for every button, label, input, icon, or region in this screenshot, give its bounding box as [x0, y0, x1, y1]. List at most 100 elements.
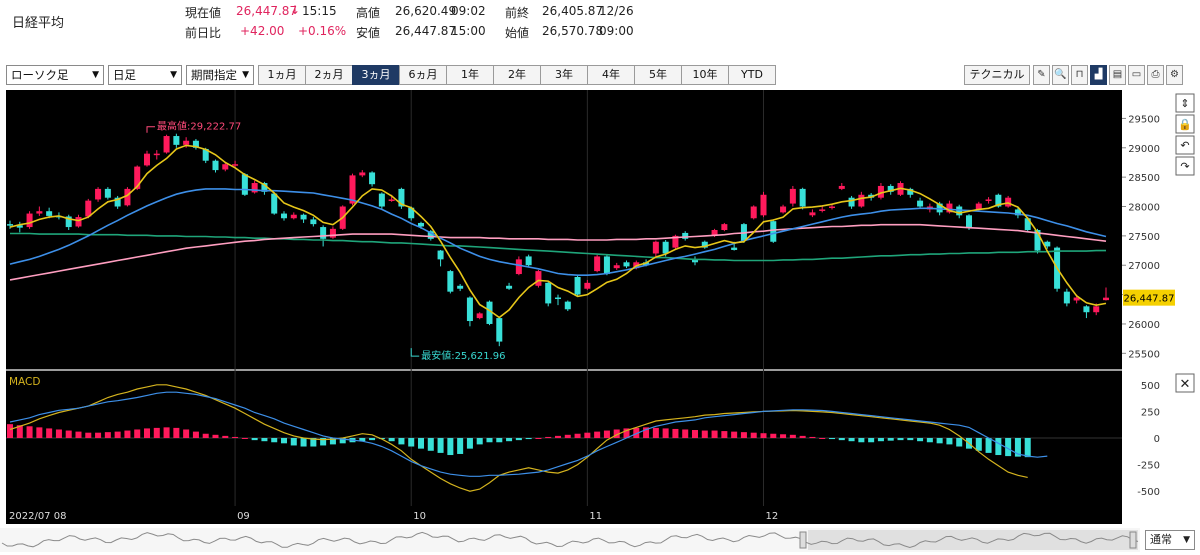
- low-annotation: 最安値:25,621.96: [421, 349, 505, 362]
- folder-icon[interactable]: ▭: [1128, 65, 1145, 85]
- candle: [251, 183, 258, 193]
- collapse-icon[interactable]: ⇕: [1175, 93, 1195, 113]
- candle: [887, 185, 894, 192]
- period-button-5[interactable]: 2年: [493, 65, 541, 85]
- candle: [946, 203, 953, 213]
- period-button-2[interactable]: 3ヵ月: [352, 65, 400, 85]
- pencil-icon[interactable]: ✎: [1033, 65, 1050, 85]
- candle: [85, 200, 92, 217]
- candle: [496, 318, 503, 342]
- candle: [917, 200, 924, 207]
- macd-histogram-bar: [6, 424, 14, 438]
- price-chart[interactable]: 2550026000265002700027500280002850029000…: [0, 88, 1200, 528]
- price-tick-label: 27000: [1128, 261, 1160, 272]
- interval-select[interactable]: 日足 ▼: [108, 65, 182, 85]
- current-label: 現在値: [185, 6, 222, 20]
- macd-histogram-bar: [95, 432, 102, 438]
- candle: [1073, 297, 1080, 301]
- macd-histogram-bar: [643, 427, 650, 438]
- candle-icon[interactable]: ⊓: [1071, 65, 1088, 85]
- macd-histogram-bar: [603, 430, 610, 438]
- macd-histogram-bar: [819, 438, 826, 439]
- macd-histogram-bar: [515, 438, 522, 441]
- candle: [956, 206, 963, 216]
- macd-histogram-bar: [672, 428, 679, 438]
- candle: [594, 256, 601, 272]
- candle: [613, 265, 620, 269]
- candle: [232, 164, 239, 166]
- macd-histogram-bar: [848, 438, 855, 442]
- save-icon[interactable]: ▤: [1109, 65, 1126, 85]
- change-label: 前日比: [185, 26, 222, 40]
- period-button-10[interactable]: YTD: [728, 65, 776, 85]
- svg-text:↷: ↷: [1180, 160, 1189, 173]
- period-button-8[interactable]: 5年: [634, 65, 682, 85]
- macd-histogram-bar: [897, 438, 904, 441]
- period-button-6[interactable]: 3年: [540, 65, 588, 85]
- macd-histogram-bar: [437, 438, 444, 453]
- candle: [163, 136, 170, 153]
- period-button-3[interactable]: 6ヵ月: [399, 65, 447, 85]
- candle: [329, 228, 336, 238]
- macd-histogram-bar: [16, 425, 23, 438]
- candle: [691, 259, 699, 263]
- macd-histogram-bar: [85, 432, 92, 438]
- period-button-1[interactable]: 2ヵ月: [305, 65, 353, 85]
- candle: [359, 172, 366, 176]
- candle: [388, 199, 395, 201]
- macd-histogram-bar: [359, 438, 366, 442]
- candle: [574, 276, 581, 295]
- macd-histogram-bar: [985, 438, 992, 453]
- ma-line-ma5: [9, 144, 1107, 319]
- print-icon[interactable]: ⎙: [1147, 65, 1164, 85]
- x-tick-label: 11: [589, 511, 602, 522]
- macd-label: MACD: [9, 376, 40, 388]
- gear-icon[interactable]: ⚙: [1166, 65, 1183, 85]
- close-icon[interactable]: ✕: [1175, 373, 1195, 393]
- zoom-icon[interactable]: 🔍: [1052, 65, 1069, 85]
- macd-histogram-bar: [926, 438, 933, 443]
- macd-histogram-bar: [917, 438, 924, 442]
- candle: [173, 136, 180, 145]
- prev-label: 前終: [505, 6, 530, 20]
- period-button-0[interactable]: 1ヵ月: [258, 65, 306, 85]
- current-time: 15:15: [302, 4, 337, 18]
- period-button-7[interactable]: 4年: [587, 65, 635, 85]
- price-tick-label: 25500: [1128, 349, 1160, 360]
- macd-histogram-bar: [750, 432, 757, 438]
- candle: [711, 230, 718, 236]
- macd-histogram-bar: [662, 428, 669, 438]
- macd-histogram-bar: [466, 438, 473, 449]
- range-mode-select[interactable]: 期間指定 ▼: [186, 65, 254, 85]
- candle: [770, 221, 777, 242]
- navigator[interactable]: [0, 528, 1200, 552]
- candle: [701, 241, 708, 248]
- candle: [183, 140, 190, 145]
- macd-histogram-bar: [633, 427, 640, 438]
- candle: [320, 227, 327, 239]
- macd-histogram-bar: [486, 438, 493, 443]
- macd-histogram-bar: [408, 438, 415, 447]
- range-mode-value: 期間指定: [191, 68, 237, 82]
- macd-tick-label: -500: [1137, 487, 1160, 498]
- macd-histogram-bar: [183, 429, 190, 438]
- area-chart-icon[interactable]: ▟: [1090, 65, 1107, 85]
- candle: [46, 211, 53, 216]
- period-button-4[interactable]: 1年: [446, 65, 494, 85]
- lock-icon[interactable]: 🔒: [1175, 114, 1195, 134]
- undo-icon[interactable]: ↶: [1175, 135, 1195, 155]
- macd-histogram-bar: [721, 431, 728, 438]
- technical-button[interactable]: テクニカル: [964, 65, 1030, 85]
- candle: [506, 285, 513, 289]
- chart-type-select[interactable]: ローソク足 ▼: [6, 65, 104, 85]
- redo-icon[interactable]: ↷: [1175, 156, 1195, 176]
- macd-histogram-bar: [1014, 438, 1021, 457]
- current-value: 26,447.87: [236, 4, 298, 18]
- price-tick-label: 28500: [1128, 173, 1160, 184]
- macd-histogram-bar: [251, 438, 258, 441]
- period-button-9[interactable]: 10年: [681, 65, 729, 85]
- macd-histogram-bar: [995, 438, 1002, 456]
- low-time: 15:00: [451, 24, 486, 38]
- candle: [682, 232, 689, 239]
- mode-select[interactable]: 通常 ▼: [1145, 530, 1195, 550]
